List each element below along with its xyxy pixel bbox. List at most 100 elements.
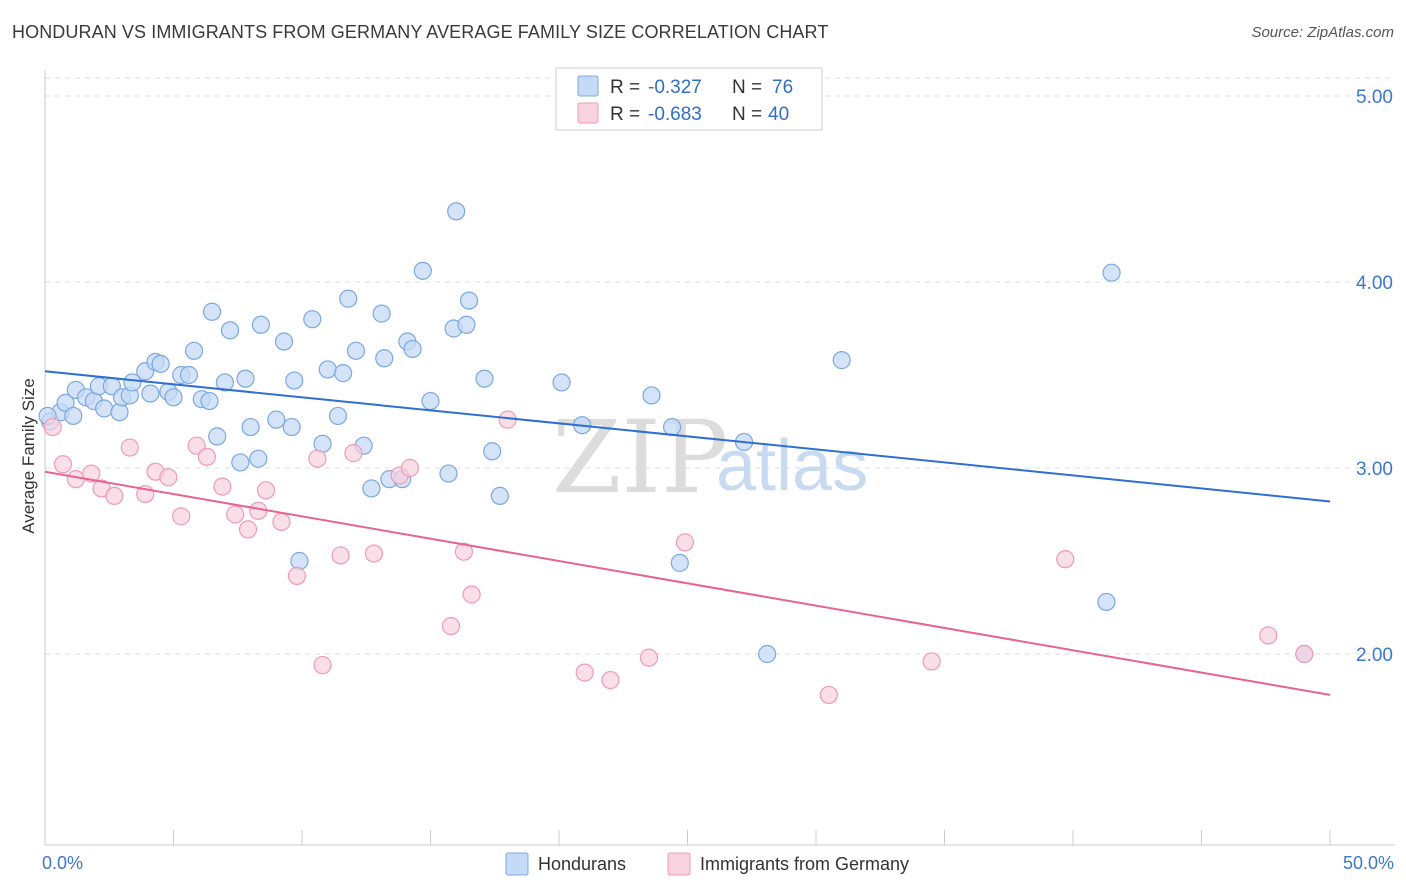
data-point-hondurans <box>251 315 270 334</box>
data-point-hondurans <box>282 417 301 437</box>
data-point-germany <box>675 533 695 552</box>
data-point-hondurans <box>164 388 183 407</box>
series-legend: Hondurans Immigrants from Germany <box>505 852 909 876</box>
data-point-germany <box>197 447 217 466</box>
data-point-hondurans <box>459 291 479 310</box>
data-point-germany <box>441 616 461 636</box>
data-point-germany <box>82 464 101 483</box>
data-point-hondurans <box>141 384 160 403</box>
chart-title: HONDURAN VS IMMIGRANTS FROM GERMANY AVER… <box>12 22 829 42</box>
data-point-germany <box>922 652 941 671</box>
bottom-legend-label-germany: Immigrants from Germany <box>700 854 909 874</box>
data-point-germany <box>454 542 474 561</box>
data-point-germany <box>313 656 332 675</box>
source-label: Source: ZipAtlas.com <box>1251 24 1394 41</box>
data-point-hondurans <box>642 386 661 405</box>
data-point-hondurans <box>64 406 83 426</box>
legend-n-value-germany: 40 <box>768 104 789 125</box>
data-point-germany <box>601 670 620 690</box>
data-point-hondurans <box>670 553 689 572</box>
data-point-germany <box>331 546 350 565</box>
data-point-hondurans <box>220 321 240 340</box>
data-point-hondurans <box>290 551 309 571</box>
data-point-germany <box>159 468 178 487</box>
data-point-hondurans <box>328 406 348 426</box>
data-point-hondurans <box>215 373 234 392</box>
data-point-germany <box>344 444 363 463</box>
data-point-hondurans <box>403 339 422 359</box>
data-point-hondurans <box>208 427 227 446</box>
data-point-hondurans <box>339 289 358 308</box>
legend-r-label-germany: R = <box>610 104 640 125</box>
data-point-germany <box>1259 626 1278 645</box>
data-point-hondurans <box>1102 263 1121 282</box>
data-point-hondurans <box>832 351 851 370</box>
data-point-germany <box>105 486 124 505</box>
data-point-hondurans <box>236 369 255 388</box>
trend-lines <box>44 370 1331 696</box>
data-point-germany <box>287 566 306 585</box>
data-point-hondurans <box>110 403 129 422</box>
data-point-hondurans <box>318 360 337 379</box>
legend-swatch-hondurans <box>577 75 599 97</box>
data-point-hondurans <box>447 202 466 221</box>
data-point-hondurans <box>303 310 322 329</box>
data-point-germany <box>256 481 276 500</box>
data-point-hondurans <box>483 442 502 461</box>
series-immigrants-germany <box>43 410 1314 705</box>
trend-line-hondurans <box>44 370 1331 503</box>
y-tick-label: 5.00 <box>1356 87 1393 108</box>
data-point-germany <box>66 470 85 489</box>
bottom-legend-swatch-germany <box>667 852 691 876</box>
watermark-zip: ZIP <box>552 399 728 516</box>
data-point-hondurans <box>1097 592 1116 612</box>
data-point-hondurans <box>184 341 204 360</box>
data-point-hondurans <box>375 349 394 368</box>
data-point-germany <box>1295 644 1314 664</box>
data-point-hondurans <box>413 261 432 280</box>
data-point-hondurans <box>95 399 114 418</box>
data-point-hondurans <box>372 304 391 323</box>
data-point-germany <box>639 648 659 667</box>
data-point-hondurans <box>346 341 366 360</box>
data-point-hondurans <box>552 373 571 392</box>
bottom-legend-swatch-hondurans <box>505 852 529 876</box>
legend-n-label-germany: N = <box>732 104 762 125</box>
legend-r-value-germany: -0.683 <box>648 104 702 125</box>
legend-n-label-hondurans: N = <box>732 77 762 98</box>
data-point-germany <box>272 512 291 532</box>
legend-box <box>555 67 823 131</box>
data-point-hondurans <box>202 302 222 321</box>
data-point-hondurans <box>285 371 304 390</box>
bottom-legend-label-hondurans: Hondurans <box>538 854 626 874</box>
data-point-hondurans <box>151 354 170 373</box>
data-point-germany <box>172 507 191 526</box>
data-point-hondurans <box>179 365 199 385</box>
data-point-germany <box>226 505 245 524</box>
data-point-germany <box>308 449 327 468</box>
y-tick-labels: 2.00 3.00 4.00 5.00 <box>1356 87 1393 666</box>
correlation-legend: R = -0.327 N = 76 R = -0.683 N = 40 <box>555 67 823 131</box>
data-point-hondurans <box>274 332 294 351</box>
series-hondurans <box>38 202 1314 664</box>
data-point-hondurans <box>439 464 458 483</box>
data-point-hondurans <box>249 449 268 468</box>
data-point-hondurans <box>267 410 286 429</box>
data-point-germany <box>53 455 73 474</box>
data-point-germany <box>43 417 62 437</box>
data-point-germany <box>364 544 384 563</box>
grid <box>44 70 1395 846</box>
y-tick-label: 2.00 <box>1356 645 1393 666</box>
data-point-germany <box>187 436 206 455</box>
data-point-hondurans <box>421 391 440 411</box>
data-point-hondurans <box>362 479 381 498</box>
data-point-germany <box>238 520 258 539</box>
data-point-germany <box>575 663 594 682</box>
data-point-germany <box>213 477 232 496</box>
data-point-hondurans <box>758 644 777 664</box>
data-point-hondurans <box>490 486 509 505</box>
x-tick-label-max: 50.0% <box>1343 853 1394 873</box>
data-point-hondurans <box>457 315 476 334</box>
data-point-germany <box>1056 550 1075 569</box>
